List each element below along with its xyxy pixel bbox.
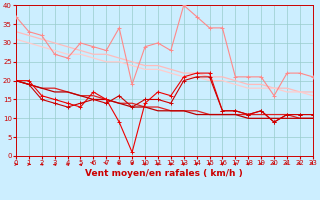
X-axis label: Vent moyen/en rafales ( km/h ): Vent moyen/en rafales ( km/h ) xyxy=(85,169,243,178)
